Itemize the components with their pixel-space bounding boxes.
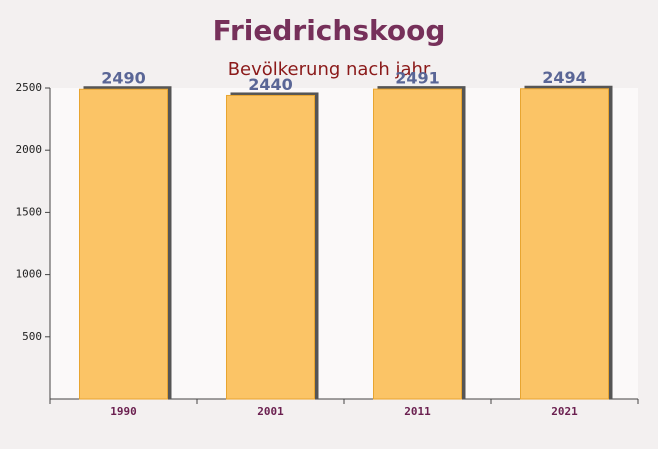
chart-title: Friedrichskoog	[213, 14, 446, 47]
chart-subtitle: Bevölkerung nach jahr	[228, 59, 431, 80]
bar	[520, 88, 609, 400]
value-label: 2491	[395, 69, 440, 88]
y-tick-label: 500	[22, 330, 42, 343]
y-tick-label: 2000	[16, 143, 43, 156]
bar	[79, 88, 168, 400]
x-tick-label: 2011	[404, 405, 431, 418]
x-tick-label: 2001	[257, 405, 284, 418]
y-tick-label: 2500	[16, 81, 43, 94]
y-tick-label: 1000	[16, 268, 43, 281]
bar	[226, 94, 315, 400]
value-label: 2494	[542, 68, 587, 87]
x-tick-label: 1990	[110, 405, 137, 418]
x-tick-label: 2021	[551, 405, 578, 418]
y-tick-label: 1500	[16, 205, 43, 218]
value-label: 2440	[248, 75, 293, 94]
value-label: 2490	[101, 69, 146, 88]
bar	[373, 88, 462, 400]
